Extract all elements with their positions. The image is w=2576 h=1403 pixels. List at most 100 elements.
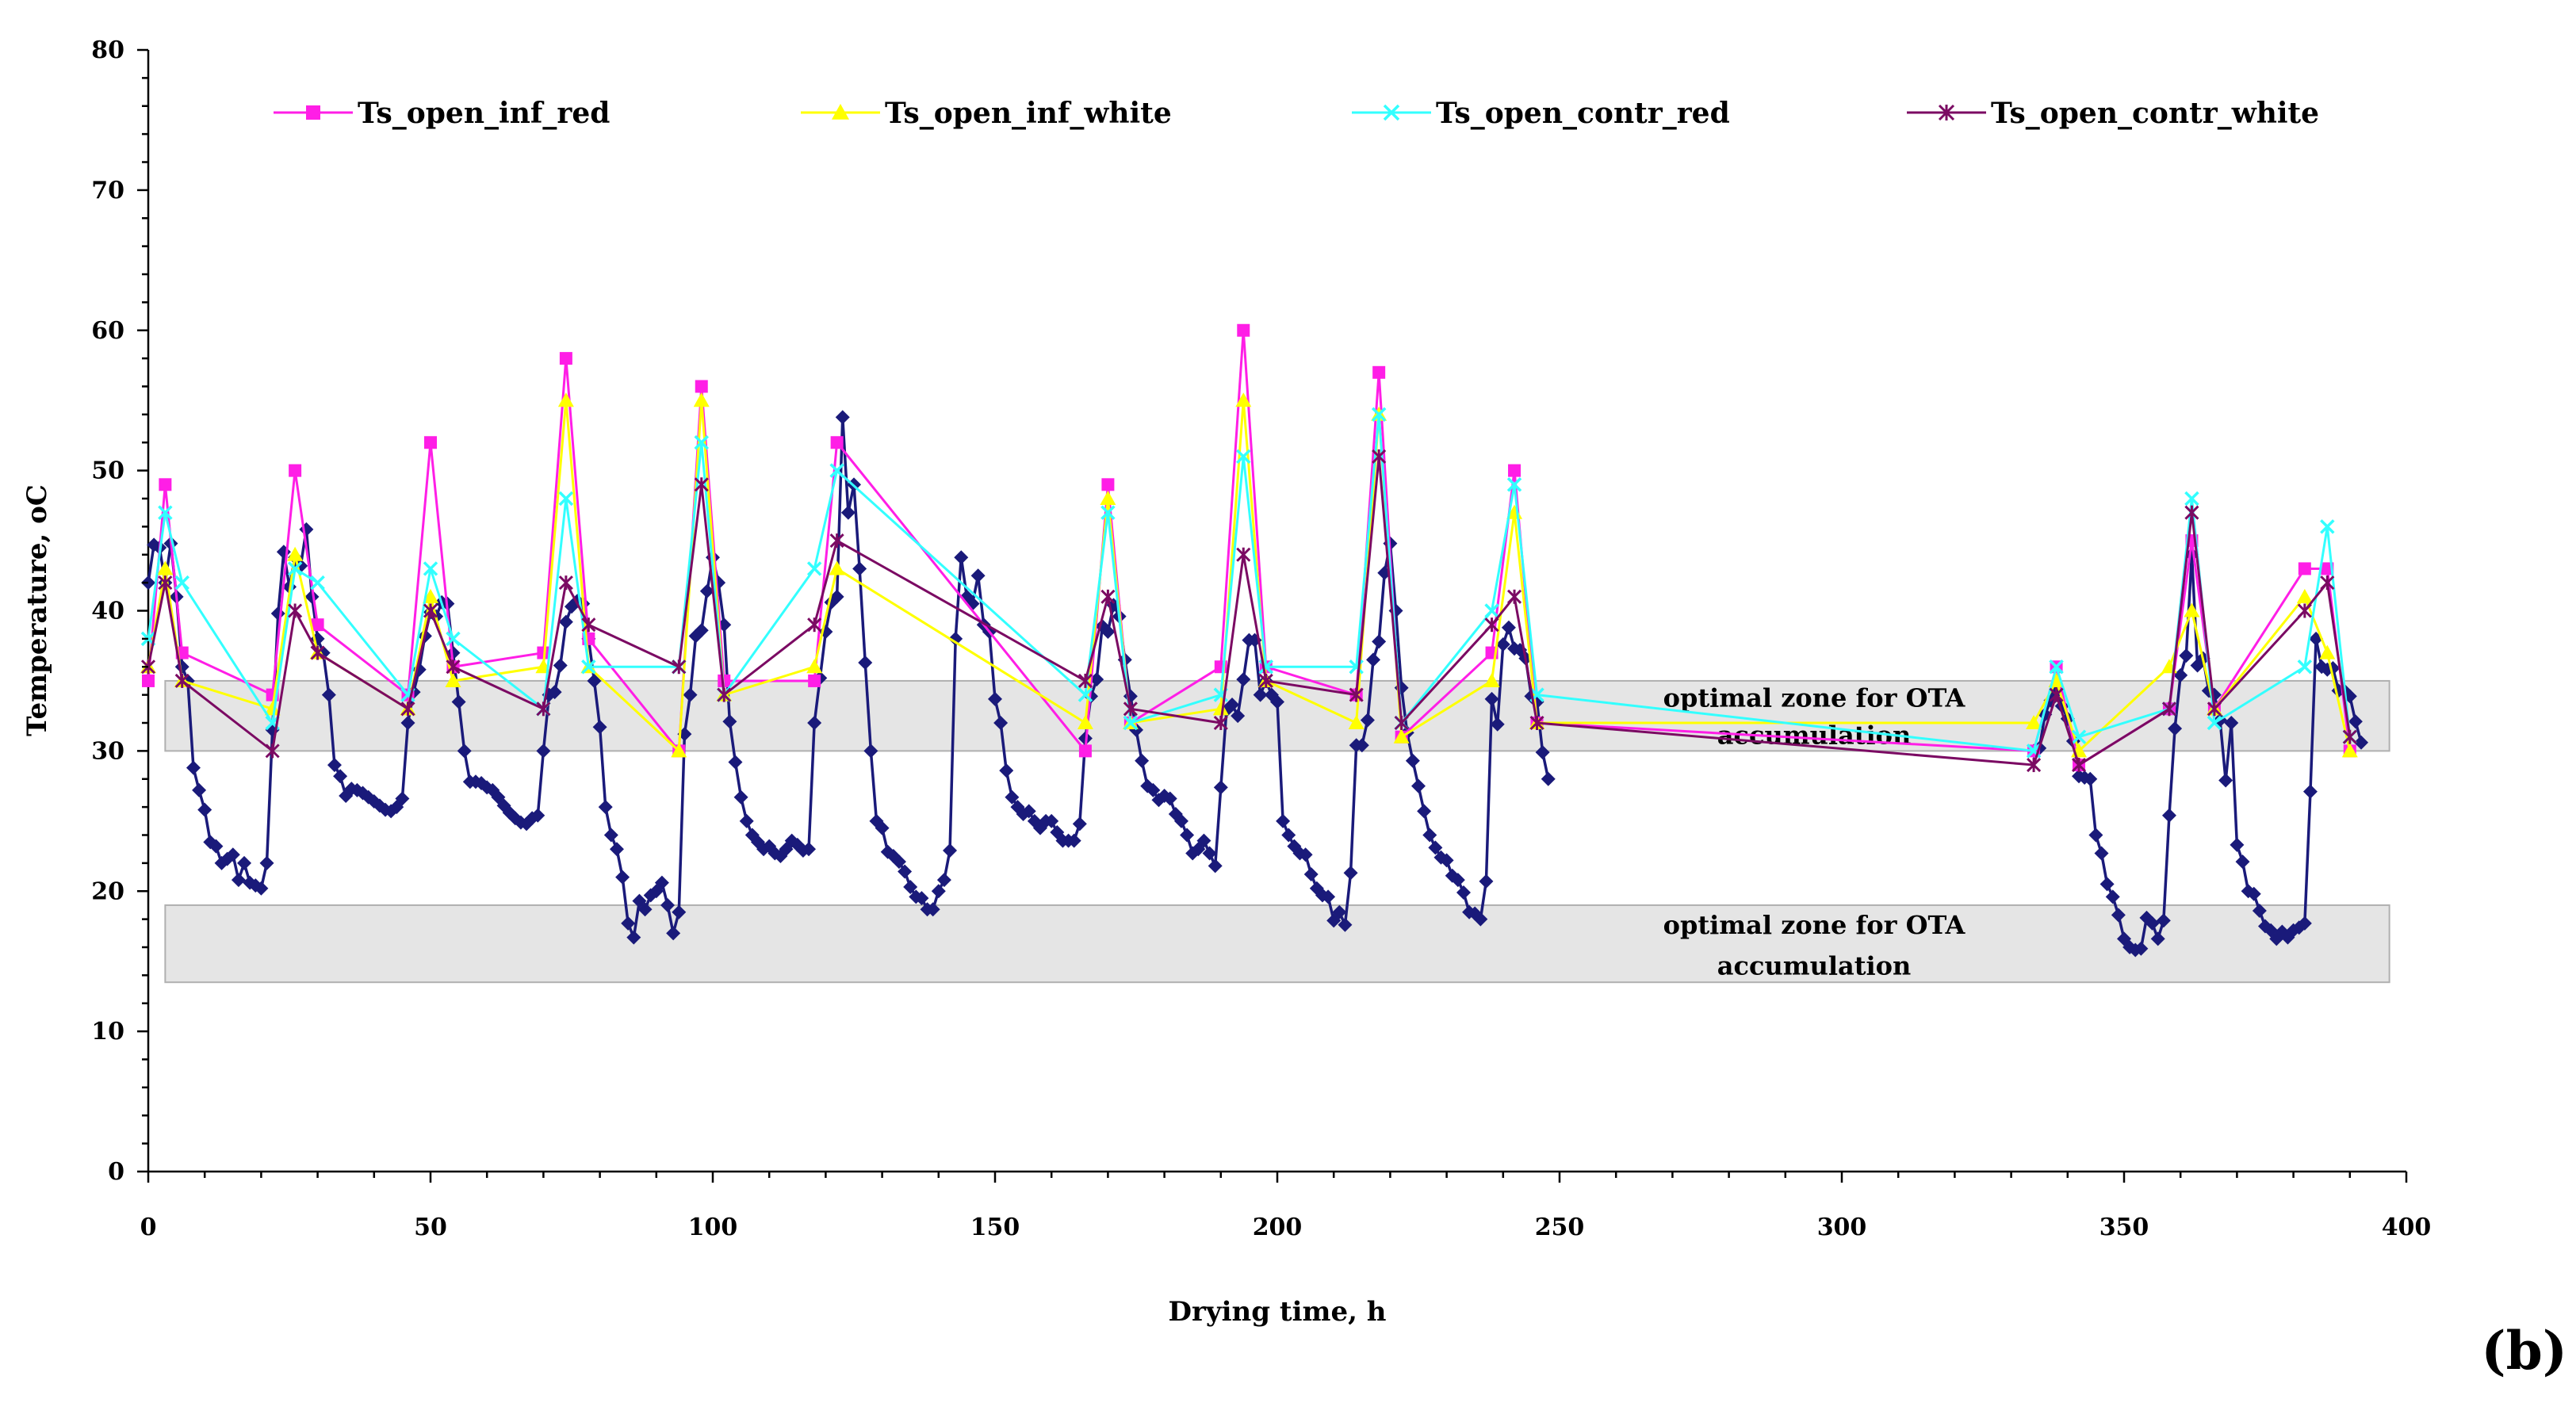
data-point [1456, 885, 1471, 900]
data-point [1044, 813, 1059, 828]
data-point [558, 575, 573, 591]
data-point [1535, 745, 1550, 760]
x-tick-label: 50 [414, 1214, 447, 1241]
data-point [672, 659, 687, 675]
data-point [547, 685, 562, 700]
legend-item-ts-open-inf-red: Ts_open_inf_red [274, 97, 610, 130]
series-line-segment [1495, 644, 1505, 724]
series-line-segment [2173, 675, 2182, 729]
data-point [852, 561, 867, 576]
data-point [446, 631, 461, 647]
data-point [1371, 407, 1387, 422]
series-line-segment [1130, 707, 1222, 724]
data-point [829, 533, 844, 549]
series-line-segment [1355, 414, 1380, 667]
data-point [1338, 917, 1353, 932]
series-line-segment [1366, 659, 1375, 721]
series-line-segment [1349, 745, 1358, 874]
data-point [287, 561, 303, 576]
legend-label: Ts_open_contr_white [1991, 97, 2319, 130]
x-axis-label: Drying time, h [1168, 1296, 1386, 1328]
data-point [807, 716, 822, 730]
series-line-segment [863, 662, 873, 751]
data-point [288, 603, 303, 618]
series-line-segment [1491, 512, 1516, 682]
legend-item-ts-open-contr-white: Ts_open_contr_white [1907, 97, 2319, 130]
series-line-segment [2230, 722, 2239, 845]
series-line-segment [1513, 484, 1539, 695]
series-line-segment [1537, 721, 2034, 766]
series-line-segment [565, 498, 590, 667]
series-layer [140, 323, 2369, 958]
series-line-segment [588, 623, 679, 668]
data-point [1231, 709, 1246, 724]
data-point [683, 687, 698, 702]
series-line-segment [1400, 624, 1493, 724]
data-point [830, 436, 844, 449]
data-point [808, 674, 821, 687]
legend-marker [832, 104, 849, 120]
data-point [2145, 916, 2160, 931]
data-point [2184, 505, 2199, 520]
series-line-segment [700, 484, 725, 695]
series-line-segment [813, 442, 839, 682]
data-point [1417, 804, 1432, 819]
data-point [158, 575, 173, 591]
series-line-segment [1355, 456, 1380, 695]
series-line-segment [1276, 702, 1284, 821]
series-line-segment [542, 400, 568, 667]
series-line-segment [457, 702, 466, 751]
series-line-segment [316, 652, 409, 710]
series-line-segment [559, 621, 568, 666]
data-point [231, 873, 246, 888]
series-line-segment [2055, 666, 2080, 738]
data-point [654, 875, 669, 890]
data-point [304, 589, 320, 604]
data-point [898, 864, 913, 879]
data-point [558, 491, 574, 507]
data-point [2341, 743, 2358, 758]
legend-label: Ts_open_contr_red [1436, 97, 1730, 130]
data-point [395, 791, 410, 806]
data-point [2320, 519, 2335, 534]
series-line-segment [818, 631, 828, 679]
data-point [1541, 771, 1556, 786]
data-point [1495, 637, 1510, 652]
data-point [536, 702, 551, 717]
data-point [2083, 771, 2098, 786]
axes-layer [147, 50, 2406, 1173]
y-tick-label: 60 [91, 317, 124, 345]
data-point [1236, 449, 1251, 464]
series-line-segment [2055, 694, 2080, 766]
series-line-segment [688, 636, 698, 695]
data-point [948, 631, 963, 646]
series-continuous [141, 410, 2369, 958]
legend-label: Ts_open_inf_white [885, 97, 1172, 130]
data-point [931, 884, 946, 899]
legend-marker [1938, 104, 1955, 121]
data-point [2156, 913, 2171, 928]
series-line-segment [1484, 698, 1494, 881]
data-point [446, 659, 461, 675]
series-line-segment [813, 470, 839, 569]
series-line-segment [2032, 666, 2058, 751]
data-point [1321, 889, 1336, 904]
data-point [2348, 714, 2363, 729]
data-point [1366, 652, 1381, 667]
data-point [2298, 562, 2311, 575]
data-point [265, 744, 280, 759]
data-point [1100, 491, 1116, 505]
series-line-segment [621, 877, 630, 924]
series-line-segment [452, 637, 545, 710]
series-line-segment [677, 734, 687, 912]
data-point [1332, 904, 1347, 919]
data-point [310, 575, 325, 591]
data-point [400, 702, 415, 717]
data-point [311, 618, 324, 632]
data-point [1236, 547, 1251, 562]
series-line-segment [836, 568, 1086, 724]
data-point [197, 802, 212, 817]
data-point [1360, 713, 1375, 728]
data-point [1213, 780, 1228, 795]
zone-1-label-line1: optimal zone for OTA [1663, 683, 1966, 713]
